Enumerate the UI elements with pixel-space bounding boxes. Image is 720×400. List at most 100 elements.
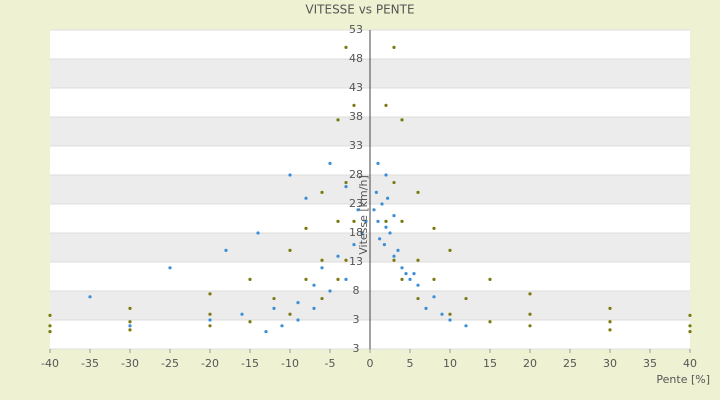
point: [386, 196, 390, 200]
point: [378, 237, 382, 241]
y-tick-label: 48: [349, 52, 363, 65]
x-tick-label: 20: [523, 357, 537, 370]
point: [320, 296, 324, 301]
point: [256, 231, 260, 235]
x-tick-label: -40: [41, 357, 59, 370]
point: [374, 190, 378, 194]
point: [416, 283, 420, 287]
x-axis-title: Pente [%]: [656, 373, 710, 386]
y-tick-label: 3: [353, 313, 360, 326]
point: [400, 219, 404, 223]
point: [208, 318, 212, 322]
x-tick-label: 40: [683, 357, 697, 370]
y-tick-label: 13: [349, 255, 363, 268]
point: [336, 254, 340, 258]
point: [464, 296, 468, 301]
point: [128, 320, 132, 324]
point: [328, 161, 332, 165]
point: [488, 277, 492, 281]
y-tick-label: 53: [349, 23, 363, 36]
point: [312, 283, 316, 287]
point: [128, 328, 132, 332]
point: [296, 301, 300, 305]
x-tick-label: -35: [81, 357, 99, 370]
point: [376, 219, 380, 223]
point: [248, 320, 252, 324]
point: [352, 243, 356, 247]
point: [688, 313, 692, 317]
y-axis-title: Vitesse [km/h]: [357, 175, 370, 255]
point: [528, 292, 532, 296]
point: [528, 312, 532, 316]
point: [128, 306, 132, 310]
x-tick-label: 30: [603, 357, 617, 370]
point: [384, 225, 388, 229]
point: [288, 312, 292, 316]
point: [344, 185, 348, 189]
point: [360, 231, 364, 235]
point: [440, 312, 444, 316]
point: [328, 289, 332, 293]
x-tick-label: 25: [563, 357, 577, 370]
point: [208, 312, 212, 316]
point: [280, 324, 284, 328]
point: [304, 226, 308, 230]
x-tick-label: 10: [443, 357, 457, 370]
point: [416, 296, 420, 301]
point: [336, 277, 340, 281]
point: [248, 277, 252, 281]
x-tick-label: 15: [483, 357, 497, 370]
point: [88, 295, 92, 299]
y-tick-label: 8: [353, 284, 360, 297]
x-tick-label: -30: [121, 357, 139, 370]
y-tick-label: 18: [349, 226, 363, 239]
point: [448, 248, 452, 252]
point: [352, 219, 356, 223]
point: [400, 266, 404, 270]
point: [168, 266, 172, 270]
point: [528, 324, 532, 328]
point: [388, 231, 392, 235]
x-tick-label: 35: [643, 357, 657, 370]
point: [382, 243, 386, 247]
point: [376, 161, 380, 165]
point: [272, 306, 276, 310]
y-tick-label: 38: [349, 110, 363, 123]
point: [392, 45, 396, 50]
point: [272, 296, 276, 301]
point: [312, 306, 316, 310]
point: [432, 277, 436, 281]
point: [424, 306, 428, 310]
point: [240, 312, 244, 316]
point: [392, 214, 396, 218]
point: [404, 272, 408, 276]
point: [344, 45, 348, 50]
point: [128, 324, 132, 328]
point: [320, 266, 324, 270]
point: [392, 254, 396, 258]
point: [372, 208, 376, 212]
point: [208, 324, 212, 328]
point: [336, 219, 340, 223]
point: [288, 248, 292, 252]
point: [296, 318, 300, 322]
point: [392, 180, 396, 185]
point: [448, 318, 452, 322]
x-tick-label: -10: [281, 357, 299, 370]
point: [224, 248, 228, 252]
point: [488, 320, 492, 324]
point: [608, 328, 612, 332]
point: [48, 313, 52, 317]
point: [688, 324, 692, 328]
point: [264, 330, 268, 334]
point: [392, 258, 396, 262]
point: [400, 118, 404, 122]
point: [416, 190, 420, 194]
point: [380, 202, 384, 206]
x-tick-label: 5: [407, 357, 414, 370]
point: [48, 330, 52, 334]
point: [344, 258, 348, 262]
y-tick-label: 43: [349, 81, 363, 94]
point: [288, 173, 292, 177]
